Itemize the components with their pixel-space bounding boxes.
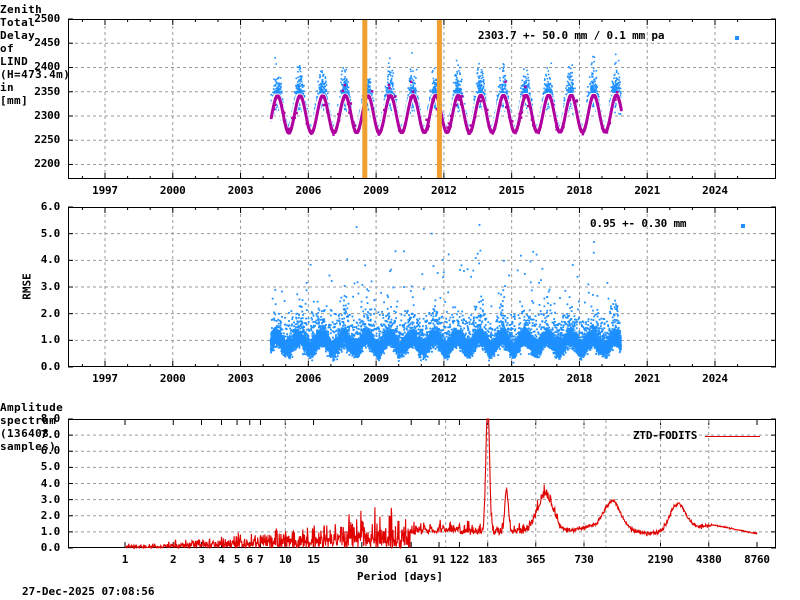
x-tick-label: 1 bbox=[101, 553, 149, 566]
plot-frame-top bbox=[68, 19, 776, 179]
y-tick-label: 2300 bbox=[8, 109, 60, 122]
y-tick-label: 3.0 bbox=[8, 493, 60, 506]
y-tick-label: 7.0 bbox=[8, 428, 60, 441]
x-tick-label: 2012 bbox=[420, 184, 468, 197]
x-tick-label: 730 bbox=[560, 553, 608, 566]
x-tick-label: 2018 bbox=[555, 372, 603, 385]
x-tick-label: 2003 bbox=[217, 184, 265, 197]
y-tick-label: 0.0 bbox=[8, 541, 60, 554]
y-tick-label: 1.0 bbox=[8, 525, 60, 538]
x-tick-label: 8760 bbox=[733, 553, 781, 566]
axis-title-period: Period [days] bbox=[0, 570, 800, 583]
x-tick-label: 2009 bbox=[352, 184, 400, 197]
y-tick-label: 2.0 bbox=[8, 307, 60, 320]
x-tick-label: 2000 bbox=[149, 372, 197, 385]
y-tick-label: 8.0 bbox=[8, 412, 60, 425]
plot-frame-mid bbox=[68, 207, 776, 367]
x-tick-label: 2015 bbox=[488, 372, 536, 385]
x-tick-label: 2024 bbox=[691, 184, 739, 197]
y-tick-label: 0.0 bbox=[8, 360, 60, 373]
x-tick-label: 2006 bbox=[284, 372, 332, 385]
y-tick-label: 2250 bbox=[8, 133, 60, 146]
y-tick-label: 2400 bbox=[8, 60, 60, 73]
x-tick-label: 15 bbox=[290, 553, 338, 566]
y-tick-label: 2.0 bbox=[8, 509, 60, 522]
legend-top: 2303.7 +- 50.0 mm / 0.1 mm pa bbox=[478, 29, 664, 42]
legend-marker-bot-icon bbox=[705, 436, 760, 437]
x-tick-label: 365 bbox=[512, 553, 560, 566]
x-tick-label: 2190 bbox=[636, 553, 684, 566]
y-tick-label: 6.0 bbox=[8, 444, 60, 457]
x-tick-label: 2018 bbox=[555, 184, 603, 197]
y-tick-label: 6.0 bbox=[8, 200, 60, 213]
x-tick-label: 183 bbox=[464, 553, 512, 566]
y-tick-label: 5.0 bbox=[8, 460, 60, 473]
legend-bot: ZTD-FODITS bbox=[633, 429, 697, 442]
x-tick-label: 2009 bbox=[352, 372, 400, 385]
legend-marker-top-icon bbox=[735, 36, 739, 40]
y-tick-label: 2500 bbox=[8, 12, 60, 25]
y-tick-label: 1.0 bbox=[8, 333, 60, 346]
x-tick-label: 2024 bbox=[691, 372, 739, 385]
x-tick-label: 2012 bbox=[420, 372, 468, 385]
x-tick-label: 2000 bbox=[149, 184, 197, 197]
y-tick-label: 4.0 bbox=[8, 253, 60, 266]
y-tick-label: 5.0 bbox=[8, 227, 60, 240]
y-tick-label: 2450 bbox=[8, 36, 60, 49]
x-tick-label: 2021 bbox=[623, 184, 671, 197]
x-tick-label: 2003 bbox=[217, 372, 265, 385]
y-tick-label: 4.0 bbox=[8, 477, 60, 490]
legend-mid: 0.95 +- 0.30 mm bbox=[590, 217, 687, 230]
y-tick-label: 2200 bbox=[8, 157, 60, 170]
x-tick-label: 1997 bbox=[81, 372, 129, 385]
legend-marker-mid-icon bbox=[741, 224, 745, 228]
x-tick-label: 4380 bbox=[685, 553, 733, 566]
x-tick-label: 2021 bbox=[623, 372, 671, 385]
y-tick-label: 3.0 bbox=[8, 280, 60, 293]
x-tick-label: 1997 bbox=[81, 184, 129, 197]
x-tick-label: 2006 bbox=[284, 184, 332, 197]
x-tick-label: 2015 bbox=[488, 184, 536, 197]
y-tick-label: 2350 bbox=[8, 85, 60, 98]
timestamp: 27-Dec-2025 07:08:56 bbox=[22, 585, 154, 598]
x-tick-label: 30 bbox=[338, 553, 386, 566]
